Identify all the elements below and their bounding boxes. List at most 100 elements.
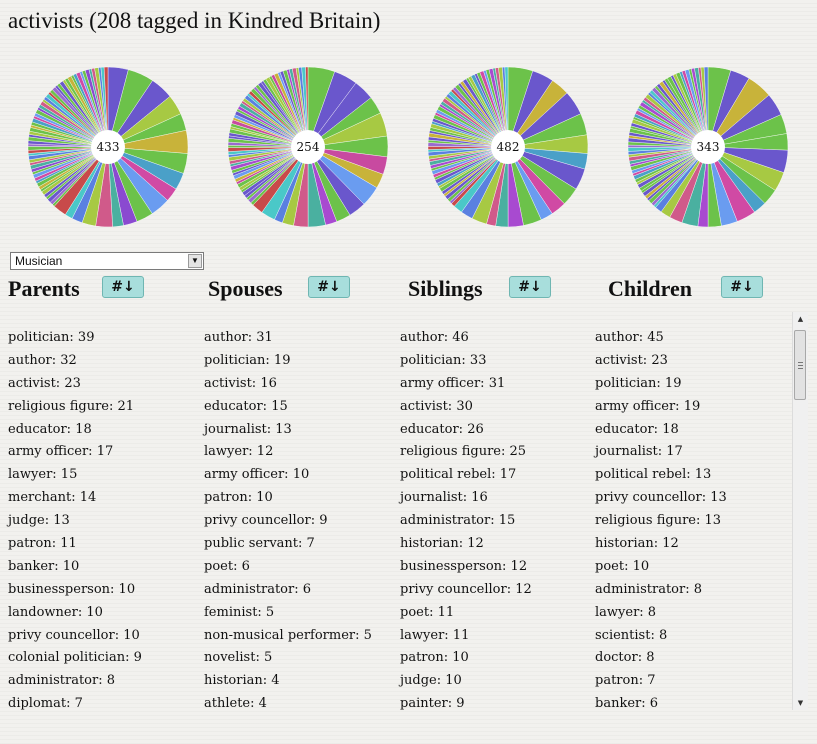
list-item[interactable]: educator: 26 [400,421,484,437]
parents-sort-button[interactable]: #↓ [102,276,144,298]
list-item[interactable]: army officer: 19 [595,398,701,414]
parents-pie-chart[interactable]: 433 [27,66,189,228]
list-item[interactable]: businessperson: 12 [400,558,528,574]
list-item[interactable]: poet: 11 [400,604,455,620]
siblings-pie-chart[interactable]: 482 [427,66,589,228]
list-item[interactable]: patron: 10 [204,490,273,506]
list-item[interactable]: activist: 16 [204,375,277,391]
spouses-list: author: 31 politician: 19 activist: 16 educ… [204,327,372,711]
list-item[interactable]: administrator: 8 [8,673,115,689]
children-sort-button[interactable]: #↓ [721,276,763,298]
list-item[interactable]: lawyer: 12 [204,444,274,460]
list-item[interactable]: patron: 10 [400,650,469,666]
siblings-list: author: 46 politician: 33 army officer: 31… [400,327,532,711]
list-item[interactable]: merchant: 14 [8,490,97,506]
pie-slice[interactable] [103,66,109,148]
scroll-down-arrow-icon[interactable]: ▼ [797,699,804,707]
children-pie-chart[interactable]: 343 [627,66,789,228]
list-item[interactable]: banker: 6 [595,696,659,711]
occupation-filter-select[interactable]: Musician ▼ [10,252,204,270]
list-item[interactable]: administrator: 15 [400,513,516,529]
list-item[interactable]: non-musical performer: 5 [204,627,372,643]
pie-center [491,130,525,164]
page-title: activists (208 tagged in Kindred Britain… [8,8,381,33]
list-item[interactable]: privy councellor: 13 [595,490,727,506]
parents-heading: Parents [8,276,80,301]
spouses-pie-chart[interactable]: 254 [227,66,389,228]
list-item[interactable]: politician: 33 [400,352,487,368]
pie-center [291,130,325,164]
scroll-thumb[interactable] [794,330,806,400]
list-item[interactable]: religious figure: 25 [400,444,527,460]
pie-center-count: 482 [497,140,520,154]
list-item[interactable]: activist: 23 [8,375,81,391]
list-item[interactable]: patron: 7 [595,673,656,689]
pie-slice[interactable] [305,66,309,148]
list-item[interactable]: author: 45 [595,330,664,345]
list-item[interactable]: lawyer: 11 [400,627,470,643]
spouses-sort-button[interactable]: #↓ [308,276,350,298]
list-item[interactable]: athlete: 4 [204,696,267,711]
list-item[interactable]: educator: 15 [204,398,288,414]
siblings-sort-button[interactable]: #↓ [509,276,551,298]
list-item[interactable]: diplomat: 7 [8,696,83,711]
list-item[interactable]: colonial politician: 9 [8,650,142,666]
list-item[interactable]: politician: 19 [595,375,682,391]
list-item[interactable]: army officer: 31 [400,375,506,391]
list-item[interactable]: businessperson: 10 [8,581,136,597]
list-item[interactable]: political rebel: 17 [400,467,517,483]
list-item[interactable]: lawyer: 8 [595,604,657,620]
list-item[interactable]: novelist: 5 [204,650,273,666]
list-item[interactable]: activist: 30 [400,398,473,414]
pie-center-count: 433 [97,140,120,154]
list-item[interactable]: religious figure: 13 [595,513,722,529]
list-item[interactable]: politician: 19 [204,352,291,368]
scroll-up-arrow-icon[interactable]: ▲ [797,315,804,323]
list-item[interactable]: privy councellor: 12 [400,581,532,597]
list-item[interactable]: political rebel: 13 [595,467,712,483]
list-item[interactable]: educator: 18 [8,421,92,437]
list-item[interactable]: author: 31 [204,330,273,345]
list-item[interactable]: historian: 12 [400,536,484,552]
pie-slice[interactable] [504,66,509,148]
list-item[interactable]: historian: 12 [595,536,679,552]
list-item[interactable]: administrator: 8 [595,581,702,597]
list-item[interactable]: poet: 10 [595,558,650,574]
list-item[interactable]: army officer: 17 [8,444,114,460]
list-item[interactable]: historian: 4 [204,673,280,689]
list-item[interactable]: administrator: 6 [204,581,311,597]
list-item[interactable]: scientist: 8 [595,627,668,643]
spouses-heading: Spouses [208,276,283,301]
pie-center [91,130,125,164]
list-item[interactable]: judge: 13 [8,513,70,529]
list-item[interactable]: author: 32 [8,352,77,368]
list-item[interactable]: patron: 11 [8,536,77,552]
pie-center-count: 343 [697,140,720,154]
list-item[interactable]: army officer: 10 [204,467,310,483]
list-item[interactable]: privy councellor: 9 [204,513,328,529]
list-item[interactable]: journalist: 16 [400,490,488,506]
list-item[interactable]: banker: 10 [8,558,80,574]
list-item[interactable]: religious figure: 21 [8,398,135,414]
list-scrollbar[interactable]: ▲ ▼ [792,312,808,710]
list-item[interactable]: privy councellor: 10 [8,627,140,643]
dropdown-arrow-icon[interactable]: ▼ [188,254,202,268]
list-item[interactable]: journalist: 17 [595,444,683,460]
list-item[interactable]: educator: 18 [595,421,679,437]
pie-center-count: 254 [297,140,320,154]
list-item[interactable]: doctor: 8 [595,650,655,666]
list-item[interactable]: lawyer: 15 [8,467,78,483]
parents-list: politician: 39 author: 32 activist: 23 reli… [8,327,142,711]
pie-center [691,130,725,164]
list-item[interactable]: feminist: 5 [204,604,275,620]
list-item[interactable]: politician: 39 [8,330,95,345]
list-item[interactable]: public servant: 7 [204,536,315,552]
list-item[interactable]: judge: 10 [400,673,462,689]
list-item[interactable]: landowner: 10 [8,604,103,620]
pie-slice[interactable] [703,66,709,148]
list-item[interactable]: painter: 9 [400,696,465,711]
list-item[interactable]: author: 46 [400,330,469,345]
list-item[interactable]: activist: 23 [595,352,668,368]
list-item[interactable]: journalist: 13 [204,421,292,437]
list-item[interactable]: poet: 6 [204,558,250,574]
